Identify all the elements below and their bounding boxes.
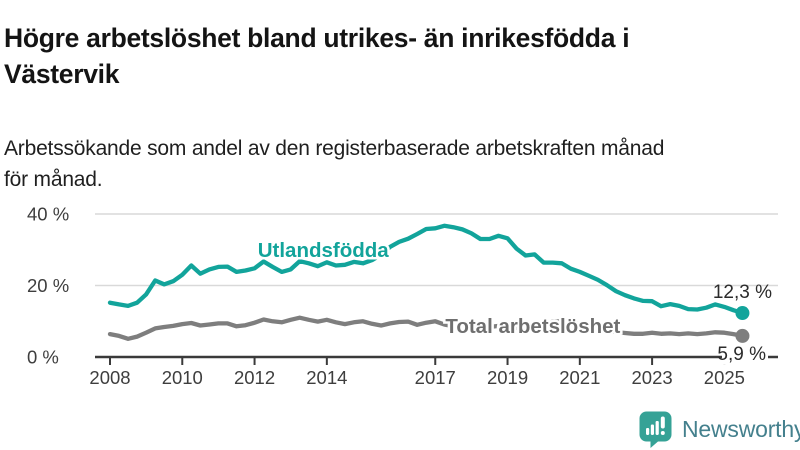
series-label: Utlandsfödda [258,239,390,262]
exclamation-dot [660,431,665,435]
y-axis-label: 20 % [27,275,69,296]
x-axis-tick-label: 2012 [234,367,275,388]
footer-brand[interactable]: Newsworthy [638,410,800,448]
x-axis-tick-label: 2014 [306,367,347,388]
end-dot [735,306,750,321]
speech-bubble-shape [639,411,672,448]
y-axis-label: 40 % [27,204,69,225]
brand-name: Newsworthy [682,415,800,442]
end-value-label: 12,3 % [713,282,772,303]
x-axis-tick-label: 2021 [559,367,600,388]
x-axis-tick-label: 2017 [415,367,456,388]
bar-2 [650,424,654,435]
unemployment-line-chart: 0 % 20 % 40 % 2008 2010 2012 2014 2017 2019 2021 2… [27,204,778,388]
chart-subtitle: Arbetssökande som andel av den registerb… [4,137,665,191]
line-total [107,315,745,341]
y-axis-label: 0 % [27,347,59,368]
bar-3 [655,421,659,435]
page-title: Högre arbetslöshet bland utrikes- än inr… [4,22,630,89]
end-dot [735,328,750,343]
bar-1 [646,428,650,435]
end-value-label: 5,9 % [717,344,766,365]
label-backdrop [722,343,768,365]
x-axis-tick-label: 2008 [89,367,130,388]
x-axis-tick-label: 2025 [704,367,745,388]
line-utlandsfodda [107,223,745,316]
x-axis-tick-label: 2010 [162,367,203,388]
x-axis-tick-label: 2023 [632,367,673,388]
newsworthy-logo-icon [639,411,672,448]
series-label: Total arbetslöshet [445,315,620,338]
x-axis-tick-label: 2019 [487,367,528,388]
exclamation-bar [660,416,665,429]
